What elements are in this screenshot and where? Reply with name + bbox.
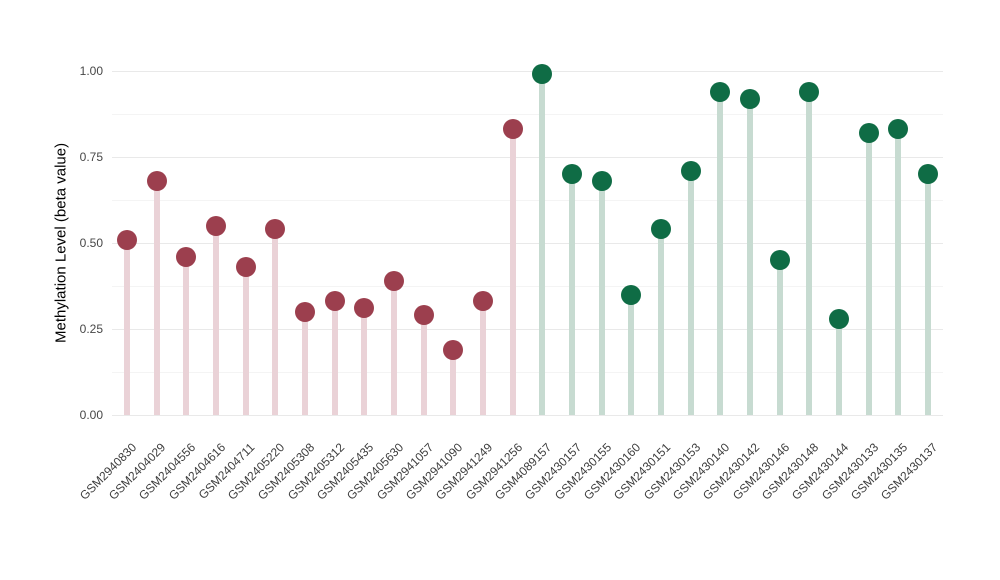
lollipop-stem: [865, 132, 872, 415]
data-point: [176, 246, 197, 267]
lollipop-stem: [450, 349, 457, 415]
lollipop-stem: [836, 318, 843, 415]
lollipop-stem: [598, 181, 605, 415]
lollipop-stem: [479, 301, 486, 415]
data-point: [383, 270, 404, 291]
major-gridline: [112, 71, 943, 72]
data-point: [532, 64, 553, 85]
lollipop-stem: [717, 91, 724, 415]
major-gridline: [112, 157, 943, 158]
lollipop-stem: [301, 311, 308, 415]
lollipop-stem: [509, 129, 516, 415]
data-point: [324, 291, 345, 312]
lollipop-stem: [183, 256, 190, 415]
data-point: [472, 291, 493, 312]
lollipop-stem: [212, 225, 219, 415]
lollipop-stem: [123, 239, 130, 415]
lollipop-stem: [539, 74, 546, 415]
major-gridline: [112, 329, 943, 330]
data-point: [443, 339, 464, 360]
data-point: [858, 122, 879, 143]
data-point: [235, 257, 256, 278]
y-tick-label: 0.00: [79, 407, 103, 422]
minor-gridline: [112, 114, 943, 115]
data-point: [888, 119, 909, 140]
lollipop-stem: [628, 294, 635, 415]
lollipop-stem: [569, 174, 576, 415]
data-point: [829, 308, 850, 329]
lollipop-stem: [361, 308, 368, 415]
data-point: [562, 164, 583, 185]
lollipop-stem: [925, 174, 932, 415]
lollipop-stem: [658, 229, 665, 415]
lollipop-stem: [272, 229, 279, 415]
lollipop-stem: [390, 280, 397, 415]
y-tick-label: 0.50: [79, 235, 103, 250]
data-point: [413, 305, 434, 326]
data-point: [354, 298, 375, 319]
data-point: [651, 219, 672, 240]
minor-gridline: [112, 372, 943, 373]
lollipop-stem: [420, 315, 427, 415]
data-point: [116, 229, 137, 250]
lollipop-stem: [895, 129, 902, 415]
major-gridline: [112, 243, 943, 244]
data-point: [502, 119, 523, 140]
data-point: [265, 219, 286, 240]
lollipop-stem: [776, 260, 783, 415]
lollipop-stem: [242, 267, 249, 415]
data-point: [918, 164, 939, 185]
major-gridline: [112, 415, 943, 416]
minor-gridline: [112, 200, 943, 201]
y-tick-label: 0.25: [79, 321, 103, 336]
data-point: [769, 250, 790, 271]
plot-panel: [112, 54, 943, 432]
lollipop-stem: [747, 98, 754, 415]
lollipop-stem: [806, 91, 813, 415]
y-tick-label: 1.00: [79, 63, 103, 78]
data-point: [680, 160, 701, 181]
data-point: [294, 301, 315, 322]
y-tick-label: 0.75: [79, 149, 103, 164]
data-point: [799, 81, 820, 102]
data-point: [205, 215, 226, 236]
lollipop-stem: [331, 301, 338, 415]
data-point: [621, 284, 642, 305]
lollipop-stem: [687, 170, 694, 415]
data-point: [740, 88, 761, 109]
data-point: [710, 81, 731, 102]
data-point: [146, 171, 167, 192]
data-point: [591, 171, 612, 192]
lollipop-stem: [153, 181, 160, 415]
minor-gridline: [112, 286, 943, 287]
